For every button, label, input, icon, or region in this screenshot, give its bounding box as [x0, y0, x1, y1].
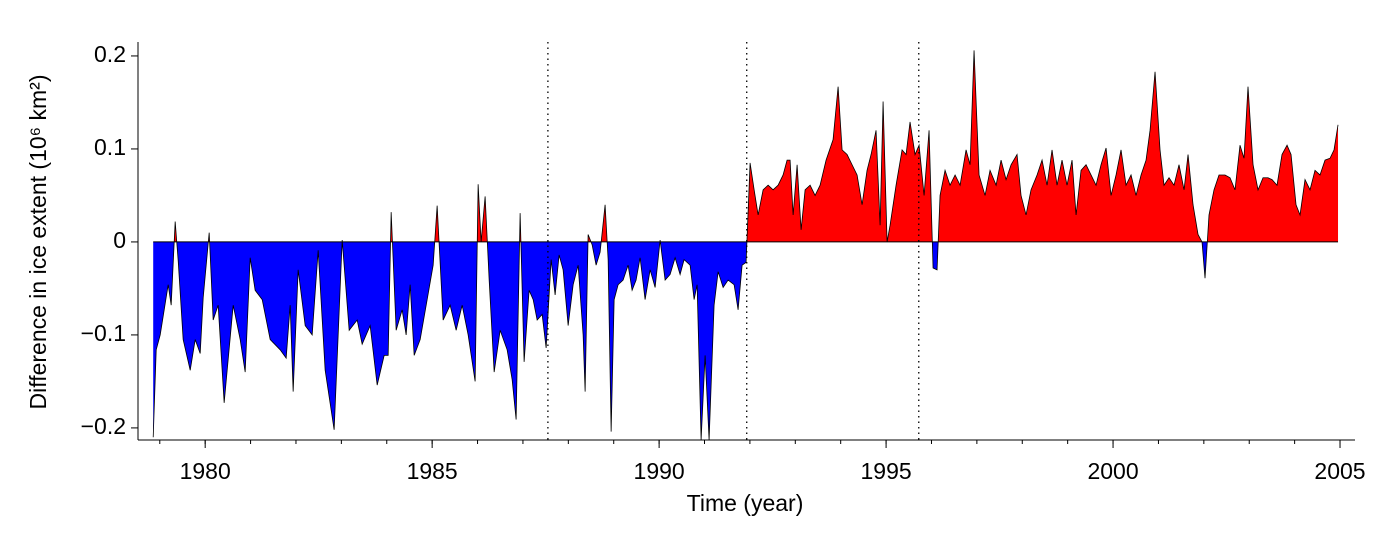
y-tick-label: 0 [113, 227, 126, 253]
x-tick-label: 2000 [1087, 458, 1138, 484]
y-tick-label: −0.2 [81, 413, 126, 439]
outline [152, 50, 1339, 441]
negative-area [153, 241, 1339, 440]
x-tick-label: 1995 [860, 458, 911, 484]
y-axis-label: Difference in ice extent (10⁶ km²) [25, 74, 51, 409]
x-tick-label: 1985 [407, 458, 458, 484]
y-tick-label: −0.1 [81, 320, 126, 346]
x-tick-label: 2005 [1314, 458, 1365, 484]
y-tick-label: 0.1 [94, 134, 126, 160]
positive-area [174, 50, 1339, 242]
x-tick-label: 1990 [634, 458, 685, 484]
y-tick-label: 0.2 [94, 41, 126, 67]
x-axis-label: Time (year) [687, 490, 804, 516]
x-tick-label: 1980 [180, 458, 231, 484]
